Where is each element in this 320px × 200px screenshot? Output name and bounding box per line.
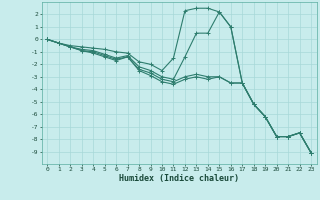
- X-axis label: Humidex (Indice chaleur): Humidex (Indice chaleur): [119, 174, 239, 183]
